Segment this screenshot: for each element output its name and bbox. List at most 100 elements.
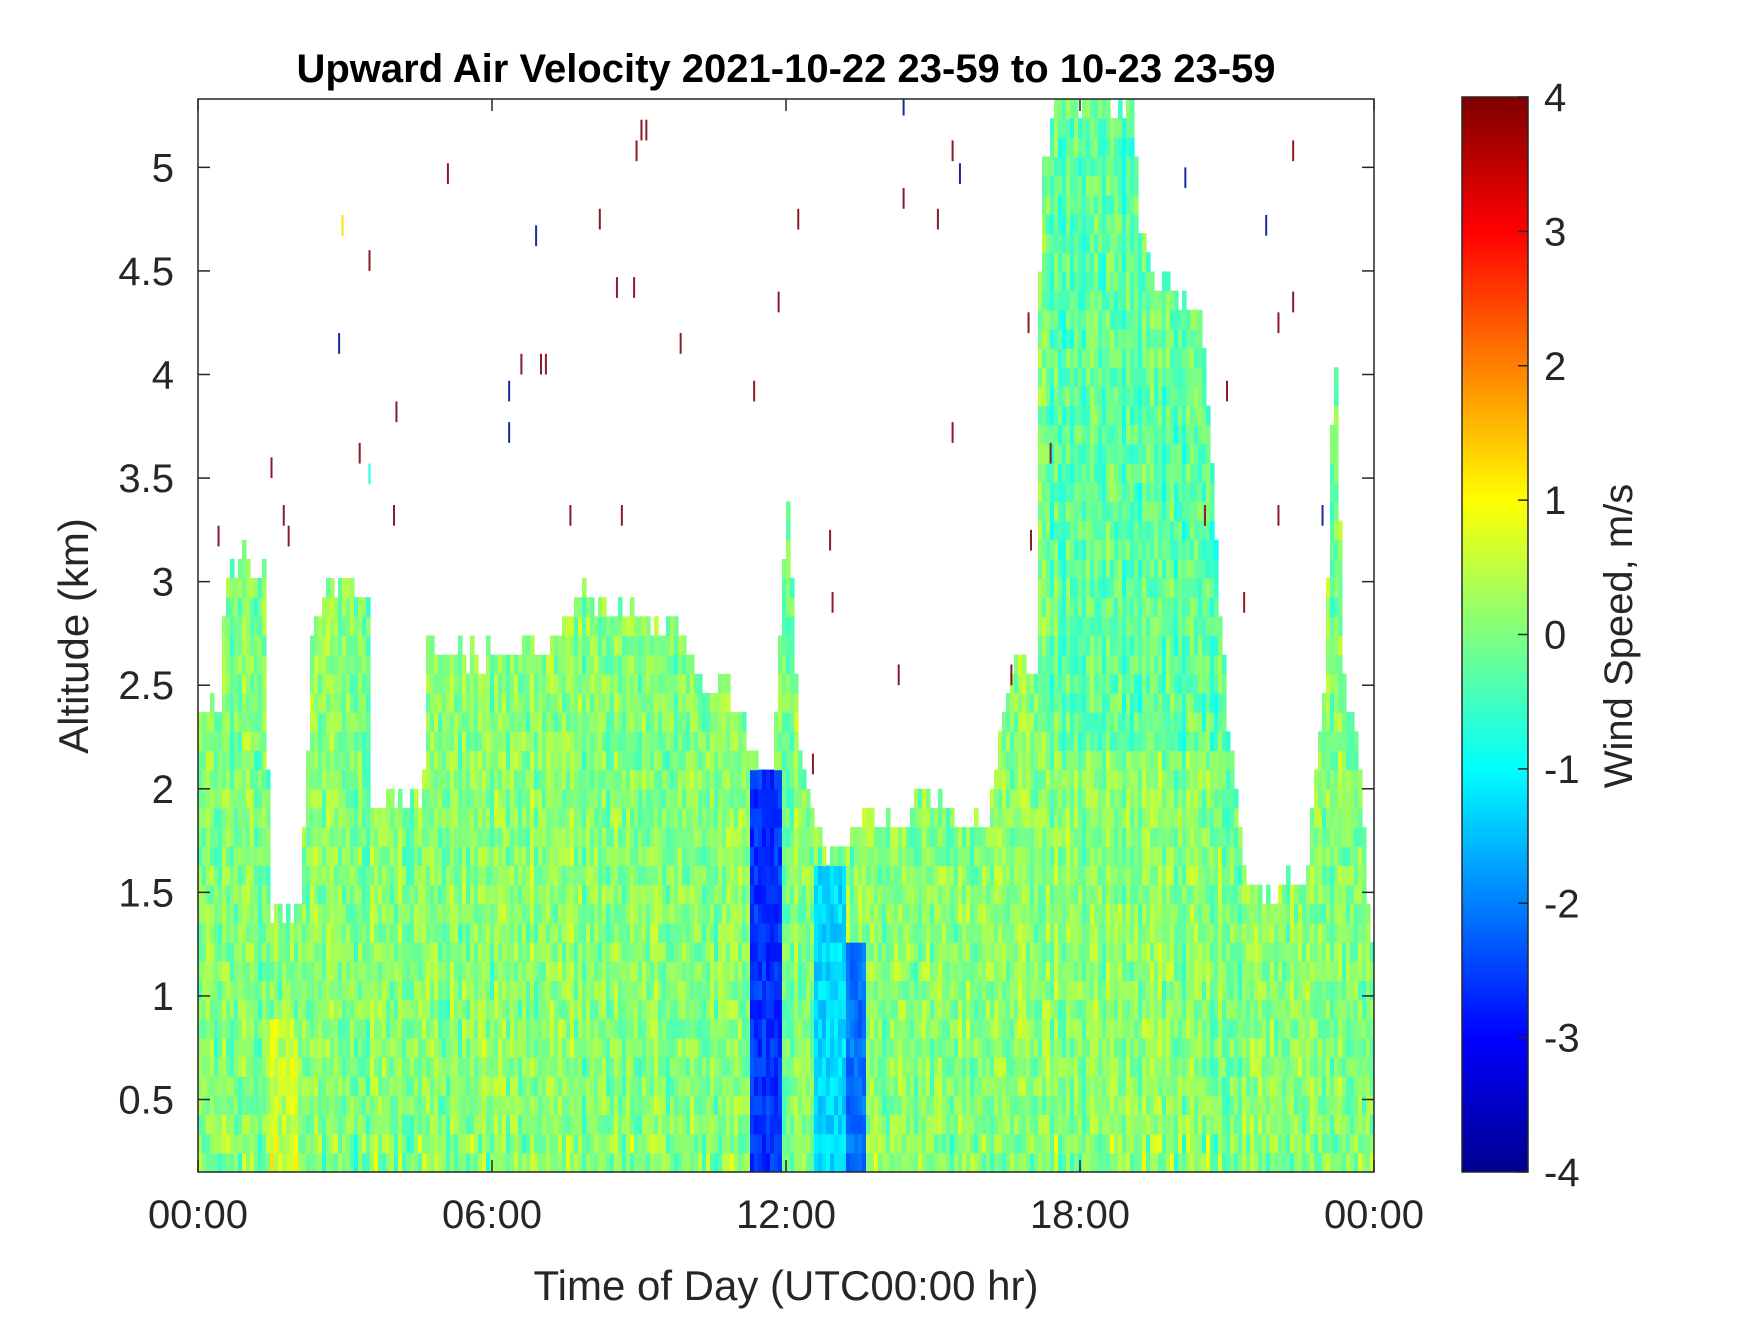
heatmap-cell: [754, 1076, 759, 1096]
heatmap-cell: [1014, 961, 1019, 981]
heatmap-cell: [890, 884, 895, 905]
heatmap-cell: [414, 1057, 419, 1077]
heatmap-cell: [562, 1095, 567, 1116]
heatmap-cell: [310, 769, 315, 790]
heatmap-cell: [534, 712, 539, 732]
heatmap-cell: [466, 846, 471, 867]
heatmap-cell: [654, 712, 659, 732]
heatmap-cell: [230, 750, 235, 771]
heatmap-cell: [366, 731, 371, 752]
heatmap-cell: [630, 827, 635, 847]
heatmap-cell: [262, 903, 267, 924]
heatmap-cell: [258, 712, 263, 732]
heatmap-cell: [590, 788, 595, 809]
heatmap-cell: [478, 788, 483, 809]
heatmap-cell: [642, 980, 647, 1001]
heatmap-cell: [650, 673, 655, 694]
heatmap-cell: [350, 903, 355, 924]
heatmap-cell: [434, 980, 439, 1001]
heatmap-cell: [986, 1057, 991, 1077]
heatmap-cell: [558, 1133, 563, 1154]
heatmap-cell: [578, 769, 583, 790]
heatmap-cell: [542, 961, 547, 981]
heatmap-cell: [750, 1037, 755, 1058]
heatmap-cell: [666, 903, 671, 924]
heatmap-cell: [574, 750, 579, 771]
heatmap-cell: [834, 1057, 839, 1077]
heatmap-cell: [226, 731, 231, 752]
heatmap-cell: [486, 635, 491, 656]
heatmap-cell: [486, 1037, 491, 1058]
heatmap-cell: [302, 1076, 307, 1096]
heatmap-cell: [562, 1114, 567, 1135]
heatmap-cell: [386, 846, 391, 867]
heatmap-cell: [690, 1152, 695, 1172]
heatmap-cell: [290, 1114, 295, 1135]
heatmap-cell: [818, 999, 823, 1020]
heatmap-cell: [426, 1057, 431, 1077]
heatmap-cell: [546, 788, 551, 809]
heatmap-cell: [482, 1037, 487, 1058]
heatmap-cell: [306, 807, 311, 828]
heatmap-cell: [538, 1057, 543, 1077]
heatmap-cell: [410, 961, 415, 981]
heatmap-cell: [510, 788, 515, 809]
heatmap-cell: [650, 1057, 655, 1077]
heatmap-cell: [638, 654, 643, 675]
heatmap-cell: [678, 1057, 683, 1077]
heatmap-cell: [814, 884, 819, 905]
heatmap-cell: [834, 999, 839, 1020]
heatmap-cell: [758, 865, 763, 886]
heatmap-cell: [702, 942, 707, 962]
heatmap-cell: [1006, 788, 1011, 809]
heatmap-cell: [582, 1057, 587, 1077]
heatmap-cell: [478, 961, 483, 981]
heatmap-cell: [342, 922, 347, 943]
heatmap-cell: [550, 731, 555, 752]
heatmap-cell: [662, 731, 667, 752]
heatmap-cell: [786, 1018, 791, 1039]
heatmap-cell: [870, 884, 875, 905]
heatmap-cell: [742, 731, 747, 752]
heatmap-cell: [570, 865, 575, 886]
heatmap-cell: [858, 1076, 863, 1096]
heatmap-cell: [898, 1152, 903, 1172]
heatmap-cell: [494, 712, 499, 732]
heatmap-cell: [990, 846, 995, 867]
heatmap-cell: [466, 961, 471, 981]
heatmap-cell: [742, 712, 747, 732]
heatmap-cell: [326, 807, 331, 828]
heatmap-cell: [842, 922, 847, 943]
heatmap-cell: [214, 1152, 219, 1172]
heatmap-cell: [458, 769, 463, 790]
heatmap-cell: [850, 1037, 855, 1058]
heatmap-cell: [906, 1037, 911, 1058]
heatmap-cell: [770, 846, 775, 867]
heatmap-cell: [498, 1095, 503, 1116]
heatmap-cell: [730, 884, 735, 905]
heatmap-cell: [458, 827, 463, 847]
heatmap-cell: [738, 942, 743, 962]
heatmap-cell: [522, 942, 527, 962]
heatmap-cell: [434, 903, 439, 924]
heatmap-cell: [1014, 1057, 1019, 1077]
heatmap-cell: [782, 827, 787, 847]
heatmap-cell: [690, 922, 695, 943]
heatmap-cell: [422, 807, 427, 828]
heatmap-cell: [514, 769, 519, 790]
heatmap-cell: [370, 865, 375, 886]
heatmap-cell: [670, 1018, 675, 1039]
heatmap-cell: [710, 827, 715, 847]
heatmap-cell: [526, 846, 531, 867]
heatmap-cell: [326, 731, 331, 752]
heatmap-cell: [998, 846, 1003, 867]
heatmap-cell: [726, 769, 731, 790]
heatmap-cell: [810, 942, 815, 962]
heatmap-cell: [278, 922, 283, 943]
heatmap-cell: [554, 999, 559, 1020]
heatmap-cell: [618, 1037, 623, 1058]
heatmap-cell: [266, 980, 271, 1001]
heatmap-cell: [918, 999, 923, 1020]
heatmap-cell: [1014, 1133, 1019, 1154]
